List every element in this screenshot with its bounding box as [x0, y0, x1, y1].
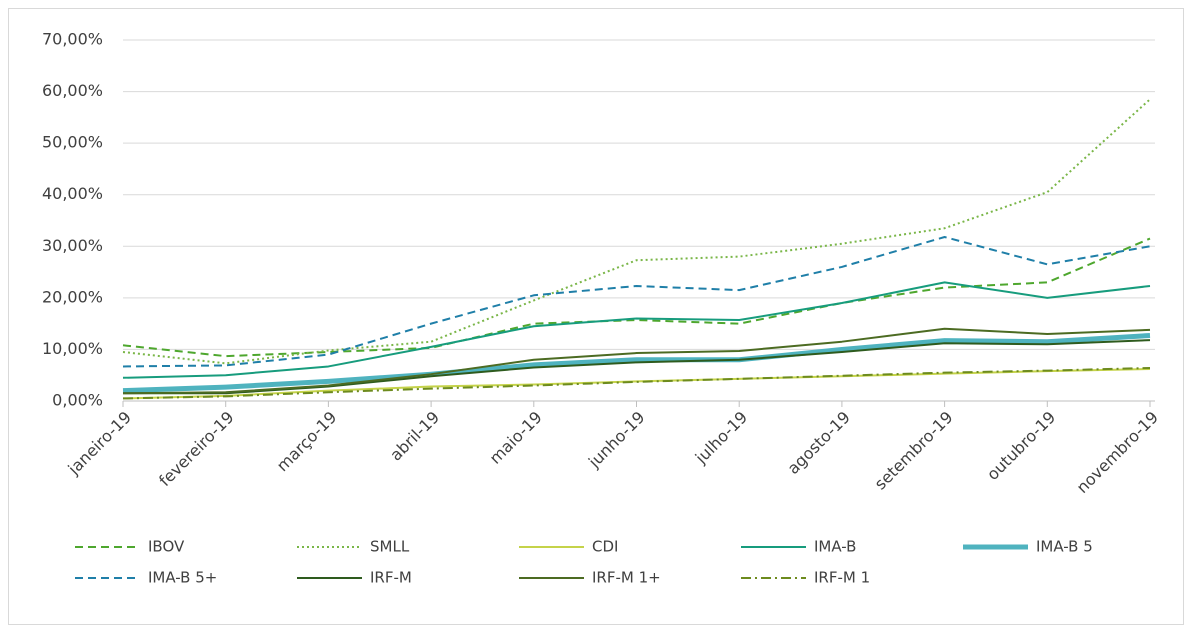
- y-tick-label: 0,00%: [52, 391, 103, 410]
- series-line: [122, 237, 1151, 358]
- y-tick-label: 40,00%: [42, 184, 103, 203]
- legend-label: CDI: [592, 538, 618, 556]
- chart-border: [8, 8, 1184, 625]
- legend-label: IBOV: [148, 538, 185, 556]
- y-tick-label: 50,00%: [42, 133, 103, 152]
- series-line: [122, 333, 1151, 394]
- legend-label: IMA-B 5+: [148, 569, 217, 587]
- legend-label: IMA-B 5: [1036, 538, 1093, 556]
- y-tick-label: 10,00%: [42, 339, 103, 358]
- y-tick-label: 20,00%: [42, 287, 103, 306]
- legend-label: IMA-B: [814, 538, 856, 556]
- series-line: [122, 98, 1151, 365]
- y-tick-label: 60,00%: [42, 81, 103, 100]
- legend-label: IRF-M 1: [814, 569, 870, 587]
- y-tick-label: 30,00%: [42, 236, 103, 255]
- legend-label: IRF-M 1+: [592, 569, 661, 587]
- series-line: [123, 339, 1151, 395]
- legend-label: SMLL: [370, 538, 410, 556]
- series-line: [122, 236, 1151, 368]
- series-line: [122, 368, 1151, 400]
- series-line: [122, 281, 1151, 379]
- legend-label: IRF-M: [370, 569, 412, 587]
- series-line: [122, 327, 1151, 395]
- y-tick-label: 70,00%: [42, 30, 103, 49]
